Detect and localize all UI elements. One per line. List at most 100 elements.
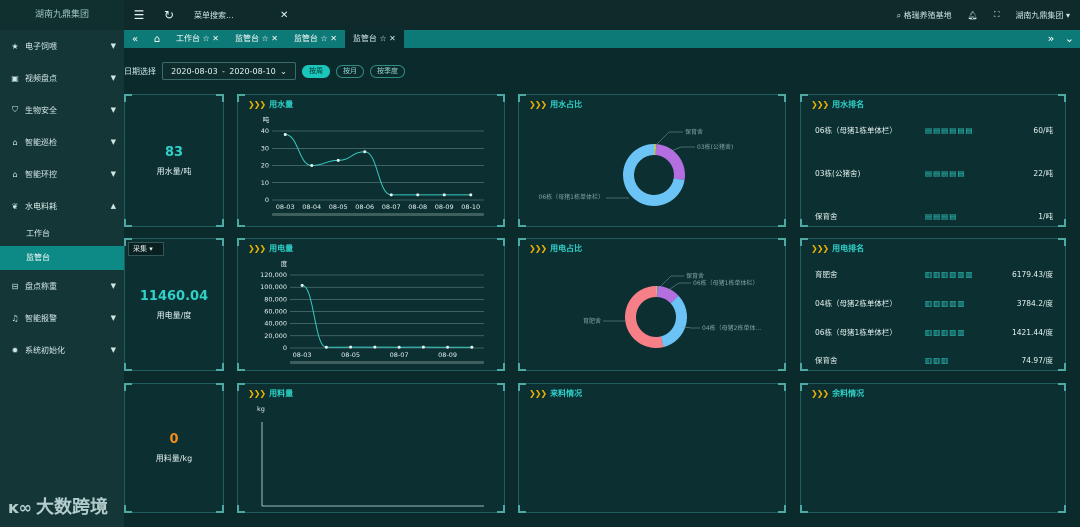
sidebar-subitem[interactable]: 工作台: [26, 229, 50, 238]
scale-icon: ⊟: [11, 281, 19, 291]
collect-select[interactable]: 采集 ▾: [128, 242, 164, 256]
x-tick-label: 08-04: [302, 203, 321, 211]
x-tick-label: 08-07: [390, 351, 409, 359]
chevron-down-icon: ▼: [110, 42, 116, 50]
panel-title-text: 来料情况: [550, 389, 583, 398]
water-total-label: 用水量/吨: [156, 166, 192, 176]
close-search-icon[interactable]: ✕: [280, 9, 289, 21]
refresh-icon[interactable]: ↻: [163, 8, 175, 22]
home-tab-icon[interactable]: ⌂: [153, 33, 161, 45]
video-icon: ▣: [11, 73, 19, 83]
sidebar-item[interactable]: ✹ 系统初始化 ▼: [0, 334, 124, 366]
panel-title: ❯❯❯ 用水占比: [529, 100, 583, 109]
start-date: 2020-08-03: [171, 66, 218, 76]
label-leader: [666, 282, 691, 292]
power-ratio-panel: ❯❯❯ 用电占比 保育舍 06栋（母猪1栋单体栏） 04栋（母猪2栋单体... 育肥舍: [518, 238, 786, 371]
rank-value: 6179.43/度: [1011, 269, 1053, 279]
pill-quarter[interactable]: 按季度: [370, 64, 405, 78]
sidebar-item-label: 电子饲喂: [25, 41, 57, 51]
sidebar-item[interactable]: ♫ 智能报警 ▼: [0, 302, 124, 334]
rank-name: 保育舍: [815, 211, 838, 221]
rank-bar-icons: ▤▤▤▤: [925, 211, 958, 221]
x-tick-label: 08-03: [293, 351, 312, 359]
sidebar-item-label: 智能环控: [25, 169, 57, 179]
chevron-down-icon: ▼: [110, 74, 116, 82]
tab-workbench[interactable]: 工作台 ☆ ✕: [176, 34, 219, 43]
sidebar-item[interactable]: ⊟ 盘点称重 ▼: [0, 270, 124, 302]
rank-value: 74.97/度: [1021, 355, 1054, 365]
chevron-down-icon: ▼: [110, 282, 116, 290]
y-tick-label: 40,000: [264, 320, 287, 328]
power-rank-panel: ❯❯❯ 用电排名 育肥舍 ▥▥▥▥▥▥ 6179.43/度 04栋（母猪2栋单体栏） ▥▥…: [800, 238, 1066, 371]
y-tick-label: 20: [261, 162, 269, 170]
panel-title: ❯❯❯ 用电排名: [811, 244, 865, 253]
user-menu[interactable]: 湖南九鼎集团 ▾: [1015, 10, 1070, 20]
rank-row: 04栋（母猪2栋单体栏） ▥▥▥▥▥ 3784.2/度: [815, 296, 1053, 310]
sidebar-item[interactable]: ★ 电子饲喂 ▼: [0, 30, 124, 62]
slice-label: 06栋（母猪1栋单体栏）: [539, 193, 604, 201]
x-tick-label: 08-09: [435, 203, 454, 211]
tab-controls[interactable]: » ⌄: [1047, 32, 1074, 45]
y-tick-label: 30: [261, 144, 269, 152]
rank-row: 06栋（母猪1栋单体栏） ▤▤▤▤▤▤ 60/吨: [815, 123, 1053, 137]
date-filter-label: 日期选择: [124, 66, 156, 76]
rank-bar-icons: ▤▤▤▤▤▤: [925, 125, 974, 135]
home-icon: ⌂: [12, 137, 18, 147]
sidebar-item[interactable]: ⌂ 智能环控 ▼: [0, 158, 124, 190]
bell-icon[interactable]: 🔔︎: [967, 10, 978, 20]
scroll-left-icon[interactable]: «: [131, 33, 139, 45]
sidebar-item[interactable]: ▣ 视频盘点 ▼: [0, 62, 124, 94]
end-date: 2020-08-10: [229, 66, 276, 76]
farm-selector[interactable]: ⌕ 格瑞养殖基地: [897, 10, 952, 21]
menu-search-tab[interactable]: 菜单搜索...: [194, 10, 234, 20]
rank-bar-icons: ▥▥▥: [925, 355, 950, 365]
fullscreen-icon[interactable]: ⛶: [993, 10, 1000, 19]
menu-toggle-icon[interactable]: ☰: [133, 8, 145, 22]
chevron-down-icon: ⌄: [280, 66, 287, 76]
rank-bar-icons: ▥▥▥▥▥▥: [925, 269, 974, 279]
pill-month[interactable]: 按月: [336, 64, 364, 78]
pie-slice: [660, 295, 687, 348]
tab-label: 监管台: [234, 34, 259, 43]
label-leader: [670, 146, 695, 152]
x-tick-label: 08-09: [438, 351, 457, 359]
panel-title: ❯❯❯ 余料情况: [811, 389, 865, 398]
rank-name: 03栋(公猪舍): [815, 168, 861, 178]
rank-name: 育肥舍: [815, 269, 838, 279]
x-tick-label: 08-05: [329, 203, 348, 211]
rank-value: 1421.44/度: [1011, 327, 1053, 337]
gear-icon: ✹: [11, 345, 19, 355]
pill-week[interactable]: 按周: [302, 64, 330, 78]
sidebar-subitem[interactable]: 监管台: [0, 246, 124, 270]
rank-value: 3784.2/度: [1016, 298, 1053, 308]
rank-row: 03栋(公猪舍) ▤▤▤▤▤ 22/吨: [815, 166, 1053, 180]
y-tick-label: 60,000: [264, 308, 287, 316]
data-point: [363, 150, 367, 154]
farm-name: 格瑞养殖基地: [903, 10, 952, 20]
date-separator: -: [222, 66, 225, 76]
data-point: [416, 193, 420, 197]
sidebar-item-label: 智能巡检: [25, 137, 57, 147]
data-point: [300, 283, 304, 287]
pie-slice: [655, 144, 685, 181]
user-org: 湖南九鼎集团: [1015, 10, 1064, 20]
tab-monitor-active[interactable]: 监管台 ☆ ✕: [344, 30, 404, 48]
water-usage-panel: ❯❯❯ 用水量 0 10 20 30 40 吨 08-03 08-04 08-05 08-06 08-…: [237, 94, 505, 227]
x-tick-label: 08-03: [276, 203, 295, 211]
feed-stat-panel: 0 用料量/kg: [124, 383, 224, 513]
data-point: [349, 345, 353, 349]
tab-monitor-2[interactable]: 监管台 ☆ ✕: [293, 34, 337, 43]
sidebar-item[interactable]: ⌂ 智能巡检 ▼: [0, 126, 124, 158]
sidebar-item[interactable]: ❦ 水电料耗 ▲: [0, 190, 124, 222]
tab-monitor-1[interactable]: 监管台 ☆ ✕: [234, 34, 278, 43]
sidebar-item-label: 盘点称重: [25, 281, 57, 291]
date-range-picker[interactable]: 2020-08-03 - 2020-08-10 ⌄: [162, 62, 296, 80]
sidebar-item[interactable]: ⛉ 生物安全 ▼: [0, 94, 124, 126]
chevron-down-icon: ▼: [110, 346, 116, 354]
collect-select-value: 采集: [133, 245, 147, 253]
sidebar-menu: ★ 电子饲喂 ▼ ▣ 视频盘点 ▼ ⛉ 生物安全 ▼ ⌂ 智能巡检 ▼ ⌂ 智能环控 ▼ ❦ 水电料耗 ▲ 工作台监…: [0, 30, 124, 366]
x-tick-label: 08-06: [355, 203, 374, 211]
sidebar-item-label: 系统初始化: [25, 345, 65, 355]
rank-name: 保育舍: [815, 355, 838, 365]
panel-title-text: 用电排名: [832, 244, 865, 253]
